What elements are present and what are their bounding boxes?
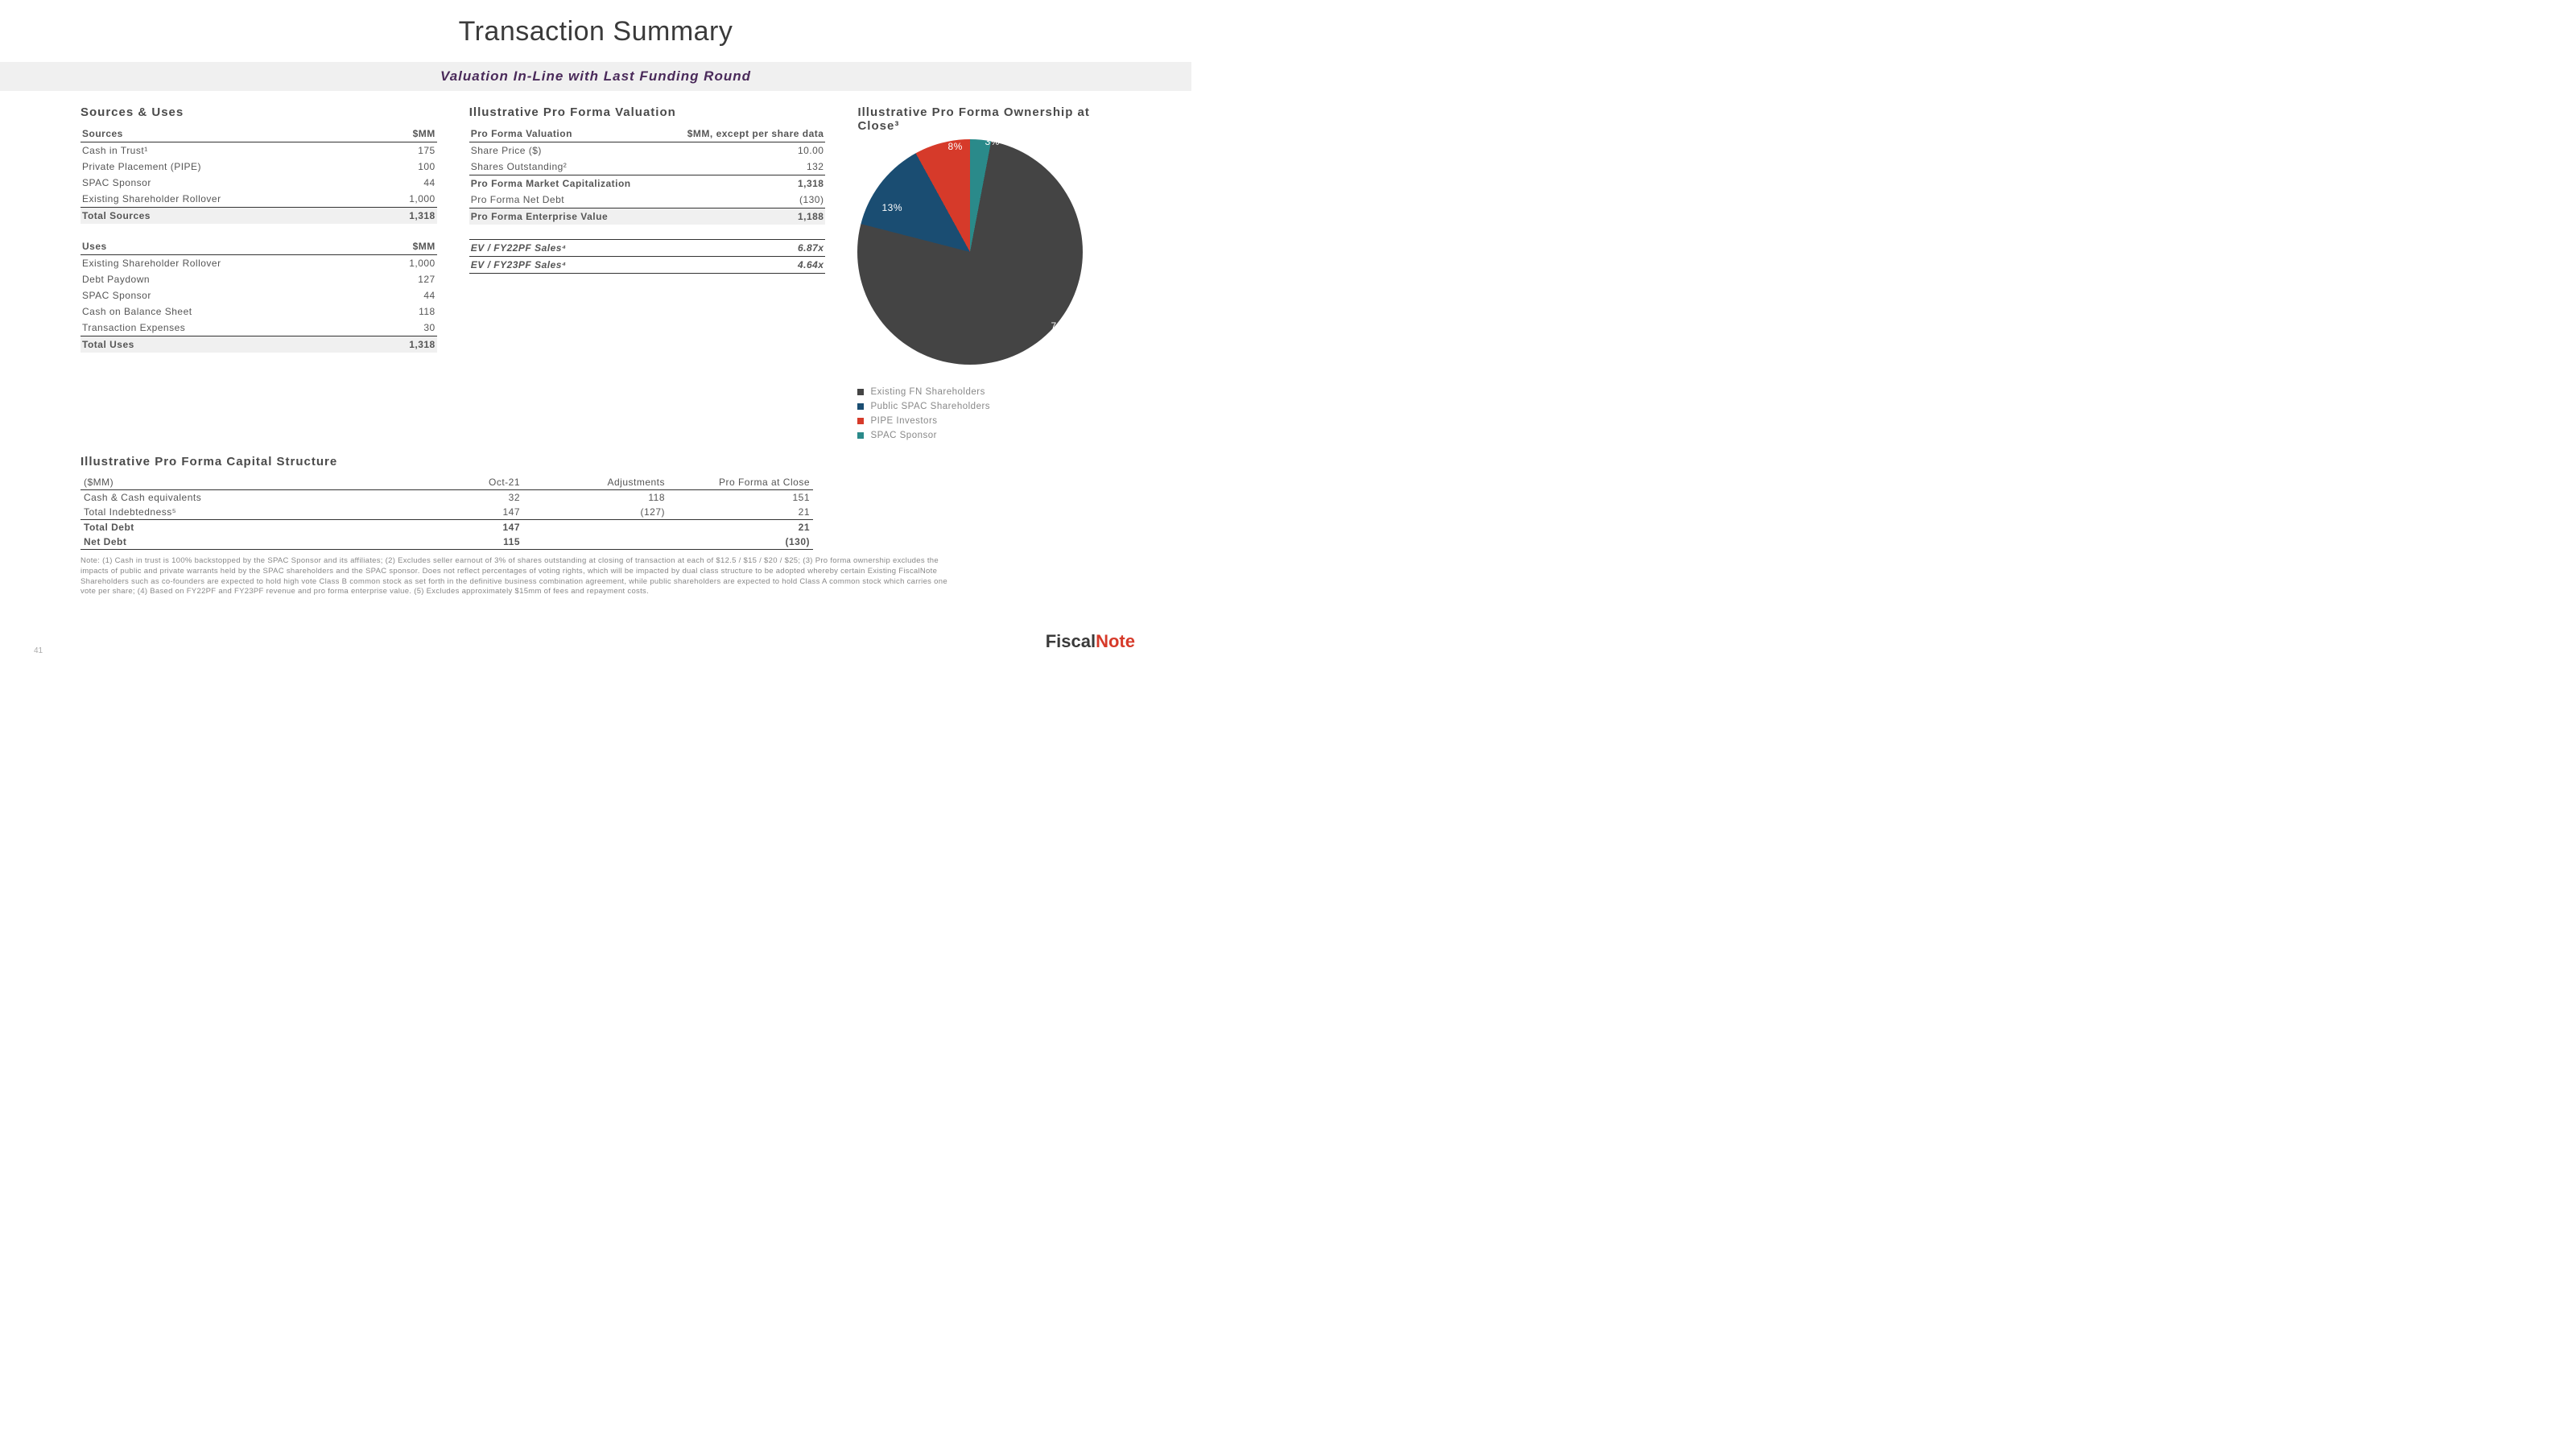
table-row: Private Placement (PIPE)100 bbox=[80, 159, 437, 175]
legend-item: Existing FN Shareholders bbox=[857, 387, 1127, 397]
legend-label: PIPE Investors bbox=[870, 416, 937, 426]
logo-part2: Note bbox=[1096, 631, 1135, 651]
table-row: Cash on Balance Sheet118 bbox=[80, 303, 437, 320]
valuation-table: Pro Forma Valuation$MM, except per share… bbox=[469, 126, 826, 225]
pie-legend: Existing FN Shareholders Public SPAC Shar… bbox=[857, 387, 1127, 440]
table-row: Existing Shareholder Rollover1,000 bbox=[80, 255, 437, 272]
total-debt-row: Total Debt14721 bbox=[80, 520, 813, 535]
legend-swatch bbox=[857, 389, 864, 395]
legend-swatch bbox=[857, 403, 864, 410]
table-row: Total Indebtedness⁵147(127)21 bbox=[80, 505, 813, 520]
ownership-pie-chart: 76% 13% 8% 3% bbox=[857, 139, 1115, 365]
table-row: Cash in Trust¹175 bbox=[80, 142, 437, 159]
footnote-text: Note: (1) Cash in trust is 100% backstop… bbox=[0, 550, 1014, 597]
valuation-unit: $MM, except per share data bbox=[661, 126, 825, 142]
valuation-label: Pro Forma Valuation bbox=[469, 126, 661, 142]
table-row: EV / FY22PF Sales⁴6.87x bbox=[469, 240, 826, 257]
pie-slice-label: 3% bbox=[985, 136, 999, 147]
pie-slice-label: 8% bbox=[947, 141, 962, 152]
content-columns: Sources & Uses Sources$MM Cash in Trust¹… bbox=[0, 105, 1191, 445]
subtitle: Valuation In-Line with Last Funding Roun… bbox=[0, 68, 1191, 85]
legend-item: SPAC Sponsor bbox=[857, 431, 1127, 440]
legend-label: SPAC Sponsor bbox=[870, 431, 937, 440]
subtitle-bar: Valuation In-Line with Last Funding Roun… bbox=[0, 62, 1191, 91]
cap-structure-heading: Illustrative Pro Forma Capital Structure bbox=[80, 455, 1127, 469]
table-row: SPAC Sponsor44 bbox=[80, 175, 437, 191]
fiscalnote-logo: FiscalNote bbox=[1046, 631, 1135, 652]
valuation-column: Illustrative Pro Forma Valuation Pro For… bbox=[469, 105, 826, 445]
cap-structure-table: ($MM) Oct-21 Adjustments Pro Forma at Cl… bbox=[80, 475, 813, 550]
table-row: Debt Paydown127 bbox=[80, 271, 437, 287]
sources-uses-heading: Sources & Uses bbox=[80, 105, 437, 119]
table-row: Pro Forma Market Capitalization1,318 bbox=[469, 175, 826, 192]
logo-part1: Fiscal bbox=[1046, 631, 1096, 651]
table-row: Share Price ($)10.00 bbox=[469, 142, 826, 159]
sources-table: Sources$MM Cash in Trust¹175 Private Pla… bbox=[80, 126, 437, 224]
legend-swatch bbox=[857, 432, 864, 439]
uses-total: Total Uses1,318 bbox=[80, 336, 437, 353]
table-row: Shares Outstanding²132 bbox=[469, 159, 826, 175]
table-row: SPAC Sponsor44 bbox=[80, 287, 437, 303]
valuation-heading: Illustrative Pro Forma Valuation bbox=[469, 105, 826, 119]
uses-label: Uses bbox=[80, 238, 376, 255]
ev-row: Pro Forma Enterprise Value1,188 bbox=[469, 208, 826, 225]
pie-slice-label: 76% bbox=[1051, 320, 1071, 332]
table-row: Transaction Expenses30 bbox=[80, 320, 437, 336]
sources-uses-column: Sources & Uses Sources$MM Cash in Trust¹… bbox=[80, 105, 437, 445]
table-row: Cash & Cash equivalents32118151 bbox=[80, 490, 813, 506]
legend-item: PIPE Investors bbox=[857, 416, 1127, 426]
pie-chart bbox=[857, 139, 1083, 365]
table-row: Existing Shareholder Rollover1,000 bbox=[80, 191, 437, 208]
legend-label: Existing FN Shareholders bbox=[870, 387, 985, 397]
table-row: EV / FY23PF Sales⁴4.64x bbox=[469, 257, 826, 274]
table-row: Pro Forma Net Debt(130) bbox=[469, 192, 826, 208]
multiples-table: EV / FY22PF Sales⁴6.87x EV / FY23PF Sale… bbox=[469, 239, 826, 274]
sources-label: Sources bbox=[80, 126, 376, 142]
ownership-column: Illustrative Pro Forma Ownership at Clos… bbox=[857, 105, 1127, 445]
legend-label: Public SPAC Shareholders bbox=[870, 402, 990, 411]
pie-slice-label: 13% bbox=[881, 202, 902, 213]
page-title: Transaction Summary bbox=[0, 16, 1191, 47]
uses-unit: $MM bbox=[376, 238, 437, 255]
net-debt-row: Net Debt115(130) bbox=[80, 535, 813, 550]
ownership-heading: Illustrative Pro Forma Ownership at Clos… bbox=[857, 105, 1127, 133]
legend-item: Public SPAC Shareholders bbox=[857, 402, 1127, 411]
sources-total: Total Sources1,318 bbox=[80, 208, 437, 225]
legend-swatch bbox=[857, 418, 864, 424]
capital-structure-section: Illustrative Pro Forma Capital Structure… bbox=[0, 455, 1191, 550]
uses-table: Uses$MM Existing Shareholder Rollover1,0… bbox=[80, 238, 437, 353]
page-number: 41 bbox=[34, 646, 43, 655]
sources-unit: $MM bbox=[376, 126, 437, 142]
